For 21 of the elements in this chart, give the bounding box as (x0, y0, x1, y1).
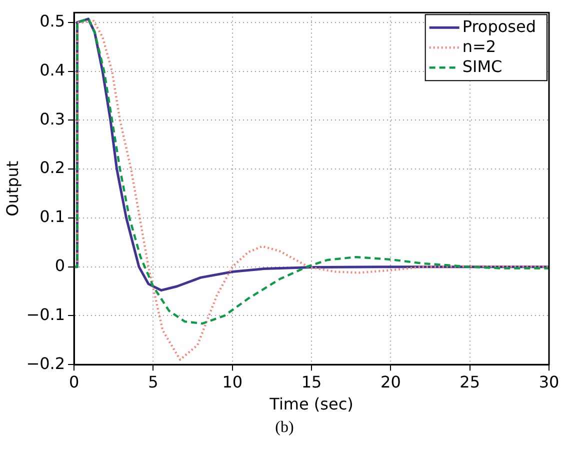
y-tick-label: −0.2 (26, 354, 66, 373)
text: (b) (274, 419, 295, 437)
legend-label: SIMC (462, 56, 502, 76)
y-tick-label: 0.3 (40, 109, 66, 128)
y-tick-label: 0.5 (40, 12, 66, 31)
y-axis-title: Output (2, 160, 22, 216)
legend-label: n=2 (462, 36, 496, 56)
x-tick-label: 30 (538, 372, 560, 392)
y-tick-label: 0.4 (40, 60, 66, 80)
y-tick-label: 0.2 (40, 158, 66, 178)
x-tick-label: 5 (148, 372, 158, 392)
y-tick-label: 0.1 (40, 207, 66, 226)
y-tick-label: 0 (54, 256, 66, 275)
legend-label: Proposed (462, 16, 536, 36)
x-tick-label: 25 (460, 372, 480, 392)
x-tick-label: 10 (222, 372, 243, 392)
x-tick-label: 20 (380, 372, 401, 392)
y-tick-label: −0.1 (26, 304, 66, 324)
x-tick-label: 15 (301, 372, 322, 392)
x-axis-title: Time (sec) (268, 394, 354, 414)
x-tick-label: 0 (68, 372, 80, 392)
